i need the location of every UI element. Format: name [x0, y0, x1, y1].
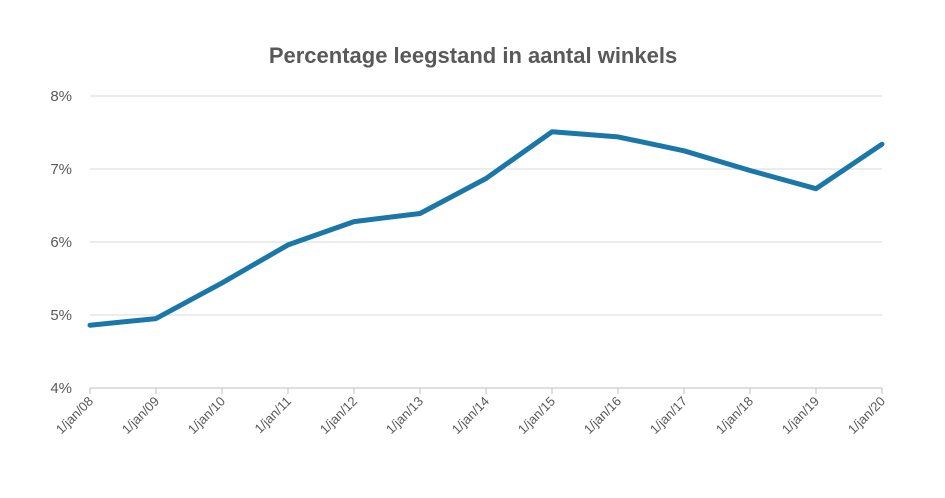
x-tick-label: 1/jan/13	[383, 394, 426, 437]
gridlines	[90, 95, 882, 316]
x-tick-label: 1/jan/08	[53, 394, 96, 437]
x-axis-tick-labels: 1/jan/08 1/jan/09 1/jan/10 1/jan/11 1/jan/12…	[53, 394, 888, 437]
y-tick-label: 7%	[50, 161, 72, 178]
x-tick-label: 1/jan/17	[647, 394, 690, 437]
x-tick-label: 1/jan/16	[581, 394, 624, 437]
y-tick-label: 8%	[50, 88, 72, 105]
x-axis	[89, 387, 883, 394]
y-axis-tick-labels: 4% 5% 6% 7% 8%	[50, 88, 72, 397]
y-tick-label: 4%	[50, 380, 72, 397]
series-layer	[87, 129, 885, 328]
y-tick-label: 6%	[50, 234, 72, 251]
x-tick-label: 1/jan/14	[449, 394, 492, 437]
x-tick-label: 1/jan/11	[251, 394, 294, 437]
x-tick-label: 1/jan/10	[185, 394, 228, 437]
chart-title: Percentage leegstand in aantal winkels	[269, 43, 677, 68]
x-tick-label: 1/jan/09	[119, 394, 162, 437]
x-tick-label: 1/jan/20	[845, 394, 888, 437]
x-tick-label: 1/jan/15	[515, 394, 558, 437]
y-tick-label: 5%	[50, 307, 72, 324]
x-tick-label: 1/jan/19	[779, 394, 822, 437]
x-tick-label: 1/jan/12	[317, 394, 360, 437]
x-tick-label: 1/jan/18	[713, 394, 756, 437]
series-line	[87, 129, 885, 328]
